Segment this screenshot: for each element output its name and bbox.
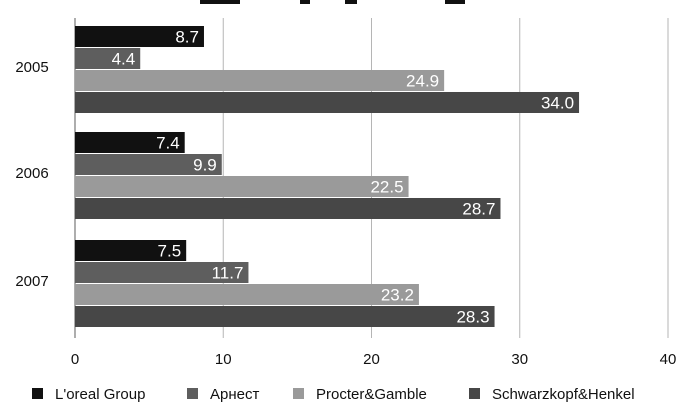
- x-tick-label-10: 10: [215, 351, 232, 368]
- cropped-title: [200, 0, 465, 4]
- data-label-2005-series-2: 4.4: [112, 50, 136, 69]
- bar-2005-series-2: [75, 48, 141, 69]
- bar-2006-series-4: [75, 198, 501, 219]
- data-label-2006-series-2: 9.9: [193, 156, 217, 175]
- bar-2005-series-3: [75, 70, 445, 91]
- bars: 8.7 4.4 24.9 34.0 7.4 9.9 22.5 28.7 7.5 11.7 23.2 2…: [75, 26, 580, 327]
- data-label-2006-series-3: 22.5: [370, 178, 403, 197]
- data-label-2005-series-1: 8.7: [175, 28, 199, 47]
- legend-swatch-2: [187, 388, 198, 399]
- legend-label-4: Schwarzkopf&Henkel: [492, 386, 635, 403]
- legend-swatch-4: [469, 388, 480, 399]
- data-label-2006-series-4: 28.7: [462, 200, 495, 219]
- y-tick-label-2006: 2006: [15, 165, 48, 182]
- bar-2007-series-3: [75, 284, 419, 305]
- data-label-2006-series-1: 7.4: [156, 134, 180, 153]
- x-tick-label-30: 30: [511, 351, 528, 368]
- data-label-2007-series-2: 11.7: [212, 264, 244, 283]
- y-tick-label-2007: 2007: [15, 273, 48, 290]
- bar-2005-series-1: [75, 26, 204, 47]
- bar-2006-series-3: [75, 176, 409, 197]
- legend-label-2: Арнест: [210, 386, 259, 403]
- bar-2007-series-2: [75, 262, 249, 283]
- y-tick-label-2005: 2005: [15, 59, 48, 76]
- data-label-2007-series-3: 23.2: [381, 286, 414, 305]
- legend-label-3: Procter&Gamble: [316, 386, 427, 403]
- bar-2007-series-1: [75, 240, 187, 261]
- bar-2005-series-4: [75, 92, 580, 113]
- data-label-2007-series-4: 28.3: [456, 308, 489, 327]
- bar-2007-series-4: [75, 306, 495, 327]
- legend-swatch-1: [32, 388, 43, 399]
- x-tick-label-0: 0: [71, 351, 79, 368]
- data-label-2007-series-1: 7.5: [158, 242, 182, 261]
- legend-label-1: L'oreal Group: [55, 386, 145, 403]
- legend-swatch-3: [293, 388, 304, 399]
- bar-2006-series-1: [75, 132, 185, 153]
- legend: L'oreal Group Арнест Procter&Gamble Schwarz…: [32, 386, 635, 403]
- data-label-2005-series-3: 24.9: [406, 72, 439, 91]
- bar-2006-series-2: [75, 154, 222, 175]
- x-tick-label-20: 20: [363, 351, 380, 368]
- data-label-2005-series-4: 34.0: [541, 94, 574, 113]
- x-axis-labels: 0 10 20 30 40: [71, 351, 677, 368]
- x-tick-label-40: 40: [660, 351, 677, 368]
- y-axis-labels: 2005 2006 2007: [15, 59, 48, 290]
